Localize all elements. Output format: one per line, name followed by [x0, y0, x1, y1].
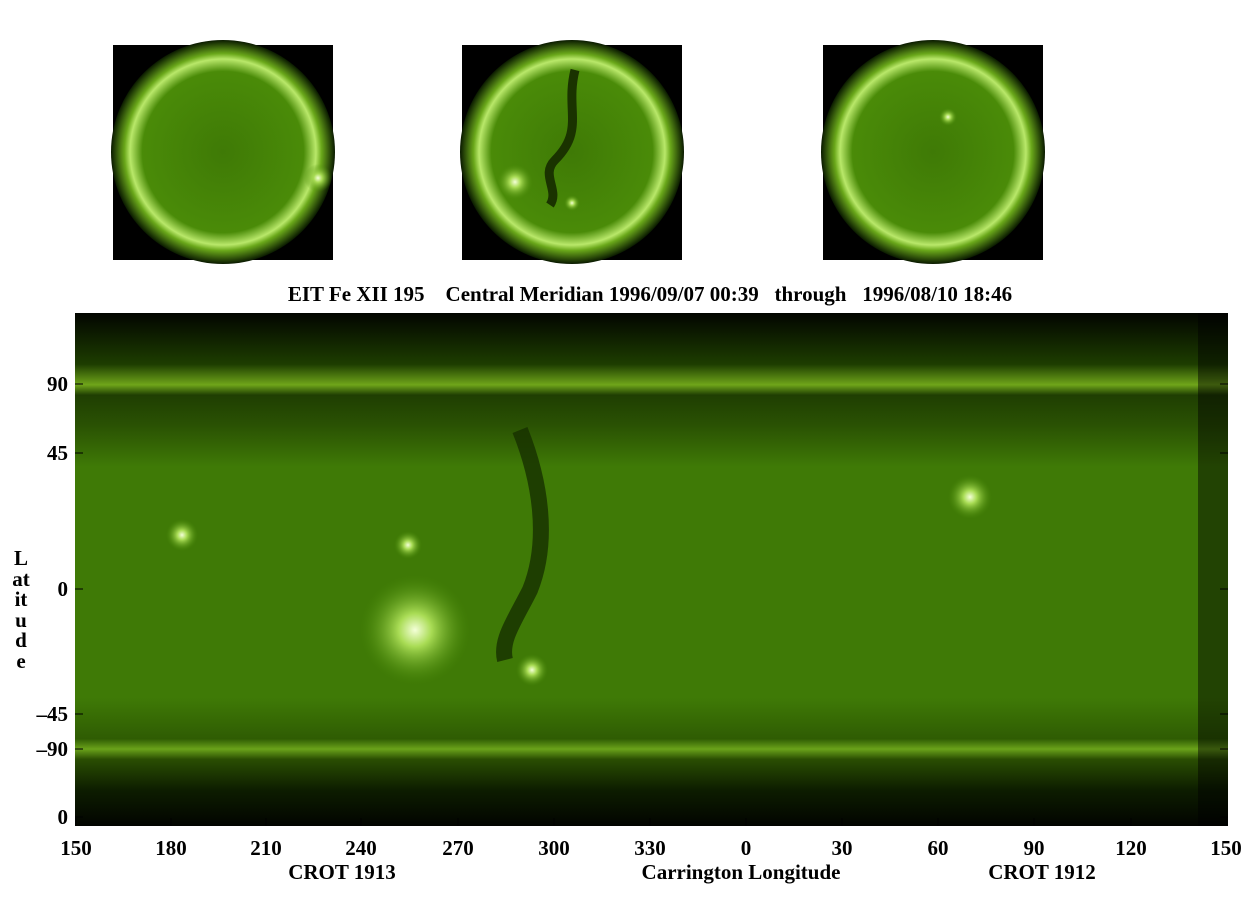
sun-disk — [821, 40, 1045, 264]
active-region — [394, 531, 422, 559]
figure-title: EIT Fe XII 195 Central Meridian 1996/09/… — [288, 282, 1012, 306]
active-region — [516, 654, 548, 686]
x-tick-label: 90 — [1024, 836, 1045, 860]
axis-ticks: 150 180 210 240 270 300 330 0 30 60 90 120 150 90 45 0 –… — [36, 372, 1242, 884]
x-tick-label: 210 — [250, 836, 282, 860]
rotation-label: CROT 1913 — [288, 860, 396, 884]
y-tick-label: 90 — [47, 372, 68, 396]
x-tick-label: 150 — [1210, 836, 1242, 860]
active-region — [948, 475, 992, 519]
x-tick-label: 150 — [60, 836, 92, 860]
x-tick-label: 240 — [345, 836, 377, 860]
y-tick-label: –90 — [36, 737, 69, 761]
y-tick-label: –45 — [36, 702, 69, 726]
y-axis-label: Latitude — [12, 546, 30, 673]
active-region — [564, 195, 580, 211]
active-region — [497, 164, 533, 200]
sun-disk — [460, 40, 684, 264]
sun-disk — [111, 40, 335, 264]
active-region — [939, 108, 957, 126]
x-tick-label: 330 — [634, 836, 666, 860]
sun-images — [111, 40, 1045, 264]
active-region — [360, 575, 470, 685]
x-tick-label: 270 — [442, 836, 474, 860]
y-tick-label: 0 — [58, 577, 69, 601]
active-region — [304, 164, 332, 192]
x-tick-label: 180 — [155, 836, 187, 860]
x-tick-label: 60 — [928, 836, 949, 860]
x-tick-label: 120 — [1115, 836, 1147, 860]
y-tick-label: 45 — [47, 441, 68, 465]
x-tick-label: 300 — [538, 836, 570, 860]
x-tick-label: 30 — [832, 836, 853, 860]
active-region — [166, 519, 198, 551]
rotation-label: CROT 1912 — [988, 860, 1096, 884]
map-edge — [1198, 313, 1228, 826]
x-tick-label: 0 — [741, 836, 752, 860]
synoptic-map — [75, 313, 1228, 826]
map-background — [75, 313, 1228, 826]
coronal-hole — [544, 68, 580, 208]
x-axis-label: Carrington Longitude — [642, 860, 841, 884]
filament-channel — [496, 427, 549, 662]
y-tick-label: 0 — [58, 805, 69, 829]
